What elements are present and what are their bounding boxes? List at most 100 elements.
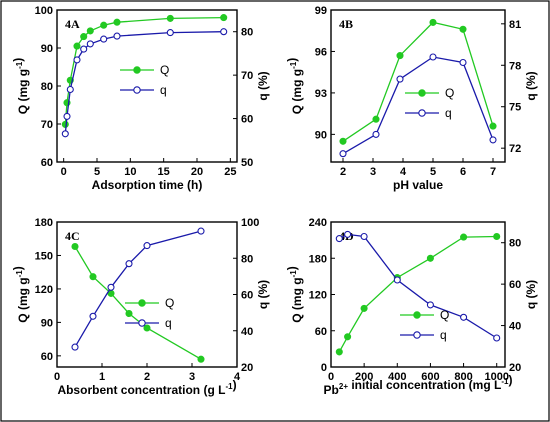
x-tick-label: 800 [454, 371, 472, 383]
x-tick-label: 5 [94, 166, 100, 178]
y-right-tick-label: 100 [241, 217, 259, 229]
data-point-q [344, 230, 352, 238]
x-tick-label: 4 [400, 166, 407, 178]
plot-frame [330, 221, 506, 368]
y-left-tick-label: 180 [35, 217, 53, 229]
y-right-tick-label: 60 [509, 279, 521, 291]
legend-marker-Q [138, 299, 146, 307]
data-point-q [73, 56, 81, 64]
data-point-Q [143, 324, 151, 332]
y-left-tick-label: 60 [315, 326, 327, 338]
x-tick-label: 4 [234, 371, 241, 383]
y-left-tick-label: 0 [321, 362, 327, 374]
x-tick-label: 3 [370, 166, 376, 178]
panel-label: 4B [339, 17, 353, 31]
data-point-Q [125, 309, 133, 318]
y-left-tick-label: 90 [315, 129, 327, 141]
data-point-Q [493, 232, 501, 241]
data-point-q [86, 40, 94, 48]
data-point-Q [460, 233, 468, 241]
y-left-tick-label: 99 [315, 5, 327, 17]
y-left-tick-label: 180 [309, 253, 327, 265]
x-tick-label: 6 [460, 166, 466, 178]
data-point-q [89, 312, 97, 320]
y-left-tick-label: 240 [309, 217, 327, 229]
data-point-Q [100, 21, 108, 29]
legend-marker-Q [418, 89, 426, 97]
legend-marker-q [413, 331, 421, 339]
plot-frame [56, 9, 238, 163]
y-left-tick-label: 60 [41, 157, 53, 169]
y-left-axis-label: Q (mg g-1) [285, 266, 304, 322]
legend-label-q: q [440, 328, 447, 342]
x-tick-label: 25 [224, 166, 236, 178]
y-left-axis-label: Q (mg g-1) [11, 266, 30, 322]
y-left-tick-label: 150 [35, 250, 53, 262]
x-tick-label: 0 [54, 371, 60, 383]
data-point-q [360, 232, 368, 241]
legend-label-q: q [165, 316, 172, 330]
y-left-tick-label: 120 [35, 284, 53, 296]
y-left-tick-label: 96 [315, 46, 327, 58]
data-point-q [335, 235, 343, 243]
data-point-q [197, 227, 205, 235]
data-point-Q [113, 18, 121, 26]
data-point-q [339, 150, 347, 158]
panel-label: 4A [65, 17, 80, 31]
panel-4A: 0 5 10 15 20 25 60 70 80 90 100 50 60 70 80 Adsorption … [11, 5, 270, 192]
y-right-axis-label: q (%) [524, 71, 538, 100]
y-right-axis-label: q (%) [524, 280, 538, 309]
panel-label: 4C [65, 229, 80, 243]
x-axis-label: Absorbent concentration (g L-1) [57, 378, 236, 397]
series-line-Q [342, 21, 494, 142]
data-point-q [220, 28, 228, 36]
data-point-Q [220, 14, 228, 22]
legend-label-Q: Q [165, 296, 174, 310]
series-line-q [342, 56, 494, 155]
x-tick-label: 3 [189, 371, 195, 383]
y-right-tick-label: 60 [241, 114, 253, 126]
data-point-Q [429, 18, 437, 26]
x-tick-label: 0 [61, 166, 67, 178]
x-axis-label: Adsorption time (h) [92, 178, 203, 192]
y-right-tick-label: 20 [241, 362, 253, 374]
x-tick-label: 5 [430, 166, 436, 178]
data-point-q [63, 112, 71, 120]
data-point-Q [489, 122, 497, 130]
data-point-q [372, 130, 380, 138]
y-left-axis-label: Q (mg g-1) [285, 58, 304, 114]
y-right-tick-label: 40 [241, 326, 253, 338]
series-line-Q [74, 246, 202, 360]
panel-4C: 0 1 2 3 4 60 90 120 150 180 20 40 60 80 100 Absorbent c… [11, 217, 270, 397]
legend-marker-Q [133, 66, 141, 74]
data-point-q [80, 45, 88, 53]
x-tick-label: 400 [388, 371, 406, 383]
data-point-q [426, 301, 434, 309]
y-right-tick-label: 80 [241, 27, 253, 39]
data-point-q [66, 85, 74, 94]
legend-label-q: q [160, 83, 167, 97]
x-axis-label: Pb2+ initial concentration (mg L-1) [324, 373, 513, 397]
y-right-tick-label: 75 [509, 102, 521, 114]
x-tick-label: 7 [490, 166, 496, 178]
y-right-axis-label: q (%) [256, 280, 270, 309]
y-left-tick-label: 60 [41, 351, 53, 363]
legend-marker-q [133, 86, 141, 94]
x-tick-label: 15 [158, 166, 170, 178]
legend-marker-q [418, 109, 426, 117]
data-point-q [459, 58, 467, 67]
series-line-q [74, 230, 202, 348]
y-left-tick-label: 90 [41, 43, 53, 55]
data-point-Q [71, 242, 79, 251]
plot-frame [330, 9, 506, 163]
x-tick-label: 2 [144, 371, 150, 383]
data-point-q [107, 283, 115, 291]
y-left-tick-label: 120 [309, 290, 327, 302]
x-axis-label: pH value [393, 178, 443, 192]
data-point-q [166, 29, 174, 37]
data-point-Q [166, 14, 174, 22]
data-point-Q [197, 355, 205, 363]
data-point-Q [80, 33, 88, 41]
panel-4B: 2 3 4 5 6 7 90 93 96 99 72 75 78 81 pH value Q (mg g-1)… [285, 5, 538, 192]
